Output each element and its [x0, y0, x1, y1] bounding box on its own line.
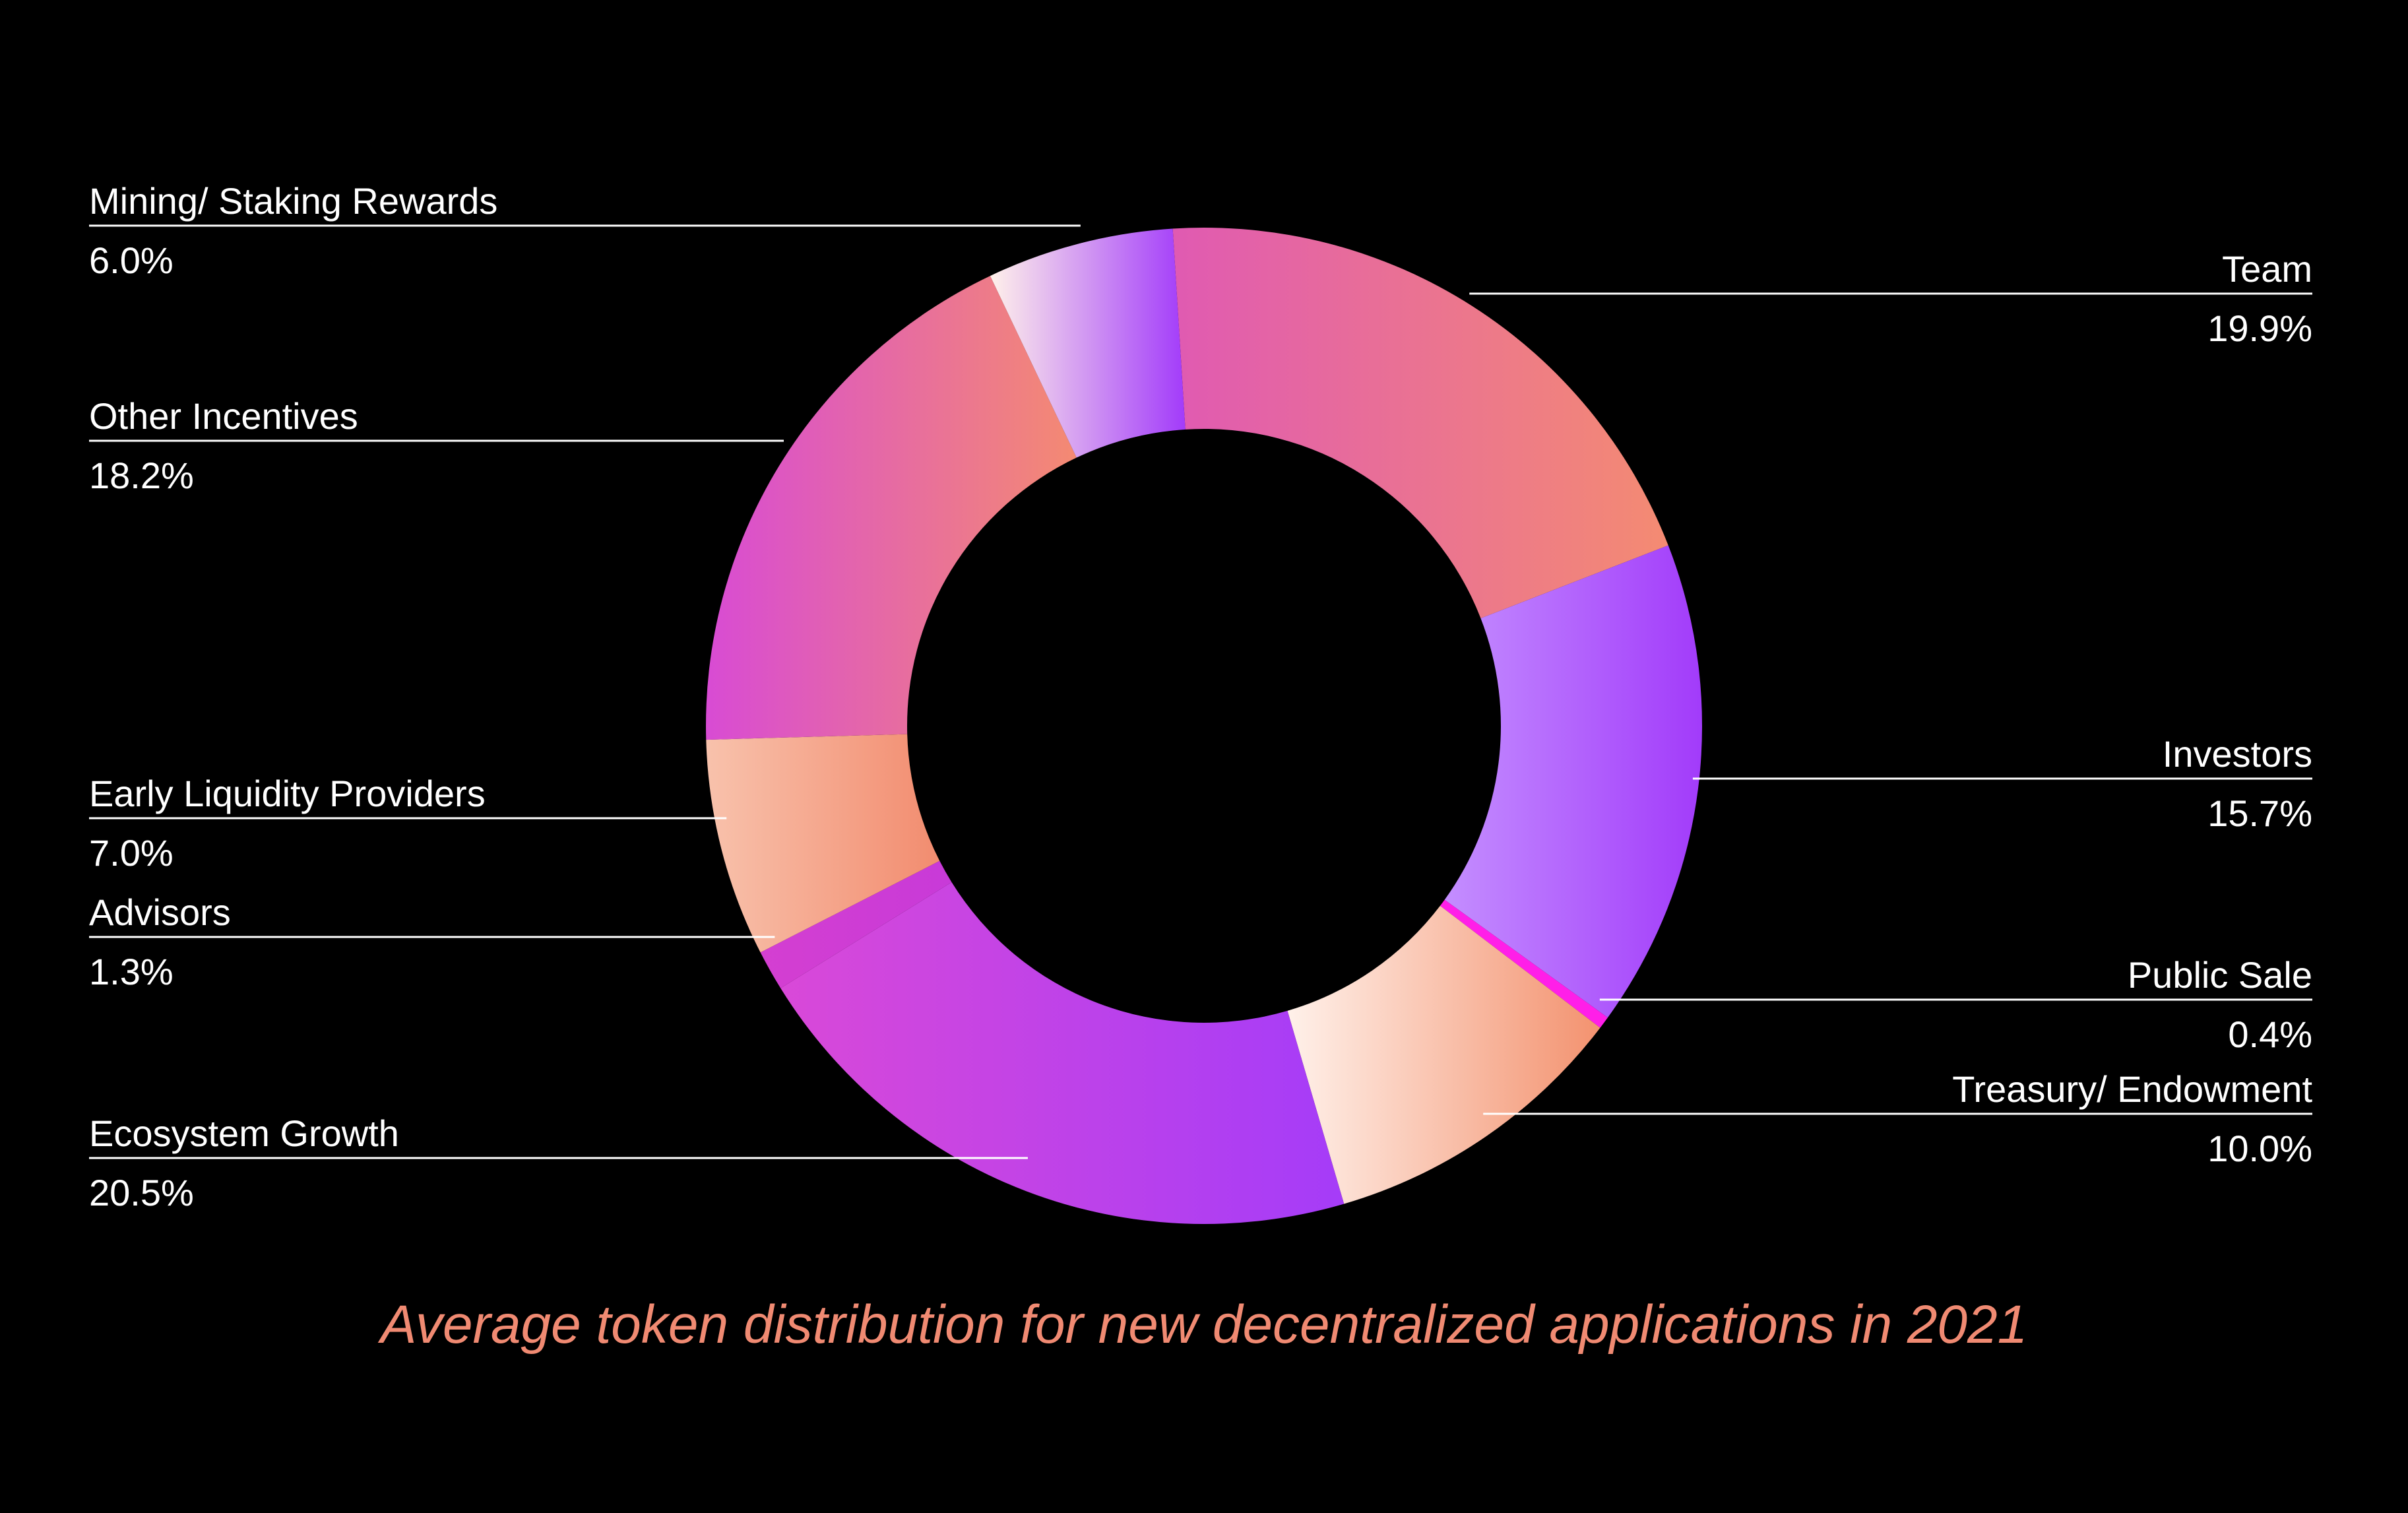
value-public-sale: 0.4%	[2228, 1014, 2312, 1055]
label-investors: Investors	[2163, 733, 2312, 775]
donut-slices	[706, 227, 1702, 1224]
slice-ecosystem-growth	[780, 882, 1345, 1224]
slice-labels: Team 19.9% Investors 15.7% Public Sale 0.4% Tr…	[89, 180, 2312, 1213]
slice-investors	[1444, 545, 1702, 1018]
chart-title: Average token distribution for new decen…	[377, 1295, 2028, 1355]
label-other-incentives: Other Incentives	[89, 395, 358, 437]
slice-early-liquidity-providers	[706, 734, 940, 953]
slice-treasury-endowment	[1287, 905, 1600, 1204]
value-mining-staking-rewards: 6.0%	[89, 240, 174, 281]
slice-team	[1172, 227, 1668, 619]
label-advisors: Advisors	[89, 891, 231, 933]
value-team: 19.9%	[2207, 307, 2312, 349]
label-ecosystem-growth: Ecosystem Growth	[89, 1112, 399, 1154]
value-advisors: 1.3%	[89, 951, 174, 992]
slice-advisors	[760, 860, 952, 988]
slice-public-sale	[1440, 899, 1608, 1028]
label-treasury-endowment: Treasury/ Endowment	[1952, 1068, 2312, 1110]
value-other-incentives: 18.2%	[89, 455, 194, 496]
value-treasury-endowment: 10.0%	[2207, 1128, 2312, 1169]
slice-mining-staking-rewards	[990, 228, 1186, 458]
label-public-sale: Public Sale	[2128, 954, 2312, 996]
slice-other-incentives	[706, 276, 1077, 740]
value-early-liquidity-providers: 7.0%	[89, 832, 174, 874]
label-team: Team	[2222, 248, 2312, 290]
label-early-liquidity-providers: Early Liquidity Providers	[89, 773, 486, 814]
value-ecosystem-growth: 20.5%	[89, 1172, 194, 1213]
value-investors: 15.7%	[2207, 792, 2312, 834]
label-mining-staking-rewards: Mining/ Staking Rewards	[89, 180, 497, 222]
